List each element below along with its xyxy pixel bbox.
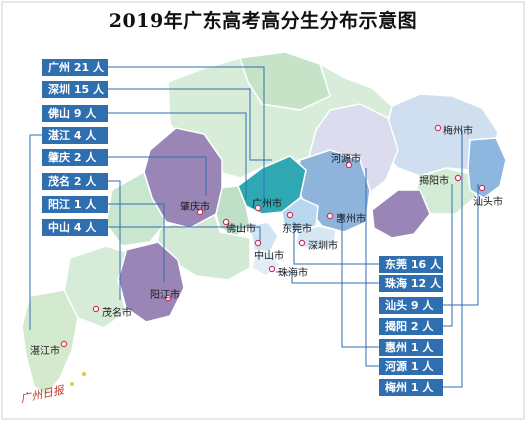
city-name-zhaoqing: 肇庆市: [180, 202, 210, 213]
city-name-heyuan: 河源市: [331, 154, 361, 165]
city-name-zhanjiang: 湛江市: [30, 346, 60, 357]
city-name-jieyang: 揭阳市: [419, 176, 449, 187]
marker-meizhou: [434, 124, 442, 132]
city-name-zhongshan: 中山市: [254, 251, 284, 262]
label-meizhou: 梅州 1 人: [379, 379, 443, 396]
label-dongguan: 东莞 16 人: [379, 256, 443, 273]
label-heyuan: 河源 1 人: [379, 358, 443, 375]
map-title: 2019年广东高考高分生分布示意图: [108, 10, 418, 32]
leader-shenzhen: [108, 88, 272, 161]
marker-maoming: [92, 305, 100, 313]
marker-heyuan: [345, 161, 353, 169]
region-zhanjiang: [21, 289, 79, 398]
label-foshan: 佛山 9 人: [42, 105, 108, 122]
leader-foshan: [108, 112, 247, 200]
label-zhaoqing: 肇庆 2 人: [42, 149, 108, 166]
marker-zhaoqing: [196, 208, 204, 216]
marker-shenzhen: [298, 239, 306, 247]
city-name-meizhou: 梅州市: [443, 126, 473, 137]
leader-meizhou: [443, 130, 463, 388]
leader-heyuan: [365, 168, 379, 367]
leader-zhanjiang: [29, 134, 42, 330]
leader-zhuhai: [276, 271, 379, 284]
region-shenzhen: [295, 225, 337, 251]
city-name-shenzhen: 深圳市: [308, 241, 338, 252]
marker-zhuhai: [268, 265, 276, 273]
city-name-guangzhou: 广州市: [252, 199, 282, 210]
leader-guangzhou: [108, 66, 265, 200]
leader-zhaoqing: [108, 156, 207, 196]
marker-huizhou: [326, 212, 334, 220]
leader-yangjiang: [108, 203, 165, 282]
city-name-dongguan: 东莞市: [282, 224, 312, 235]
city-name-shantou: 汕头市: [473, 197, 503, 208]
leader-shantou: [443, 184, 479, 306]
label-guangzhou: 广州 21 人: [42, 59, 108, 76]
label-zhongshan: 中山 4 人: [42, 219, 108, 236]
marker-shantou: [478, 184, 486, 192]
label-shantou: 汕头 9 人: [379, 297, 443, 314]
marker-jieyang: [454, 174, 462, 182]
leader-lines-left: [29, 66, 272, 330]
city-name-maoming: 茂名市: [102, 308, 132, 319]
label-jieyang: 揭阳 2 人: [379, 318, 443, 335]
marker-zhongshan: [254, 239, 262, 247]
region-shanwei: [371, 189, 431, 239]
marker-yangjiang: [164, 294, 172, 302]
leader-zhongshan: [108, 226, 261, 242]
marker-foshan: [222, 218, 230, 226]
leader-jieyang: [443, 184, 453, 327]
marker-guangzhou: [254, 204, 262, 212]
label-huizhou: 惠州 1 人: [379, 339, 443, 356]
island-dot: [70, 382, 74, 386]
city-name-zhuhai: 珠海市: [278, 268, 308, 279]
city-markers: [60, 124, 486, 348]
marker-dongguan: [286, 211, 294, 219]
leader-huizhou: [341, 214, 379, 348]
leader-dongguan: [293, 222, 379, 265]
label-zhuhai: 珠海 12 人: [379, 275, 443, 292]
marker-zhanjiang: [60, 340, 68, 348]
leader-maoming: [108, 180, 121, 300]
city-name-yangjiang: 阳江市: [150, 290, 180, 301]
label-yangjiang: 阳江 1 人: [42, 196, 108, 213]
island-dot: [81, 371, 87, 377]
label-zhanjiang: 湛江 4 人: [42, 127, 108, 144]
label-shenzhen: 深圳 15 人: [42, 81, 108, 98]
city-name-huizhou: 惠州市: [336, 214, 366, 225]
label-maoming: 茂名 2 人: [42, 173, 108, 190]
region-shantou: [467, 137, 507, 199]
leader-lines-right: [276, 130, 479, 388]
city-name-foshan: 佛山市: [226, 224, 256, 235]
